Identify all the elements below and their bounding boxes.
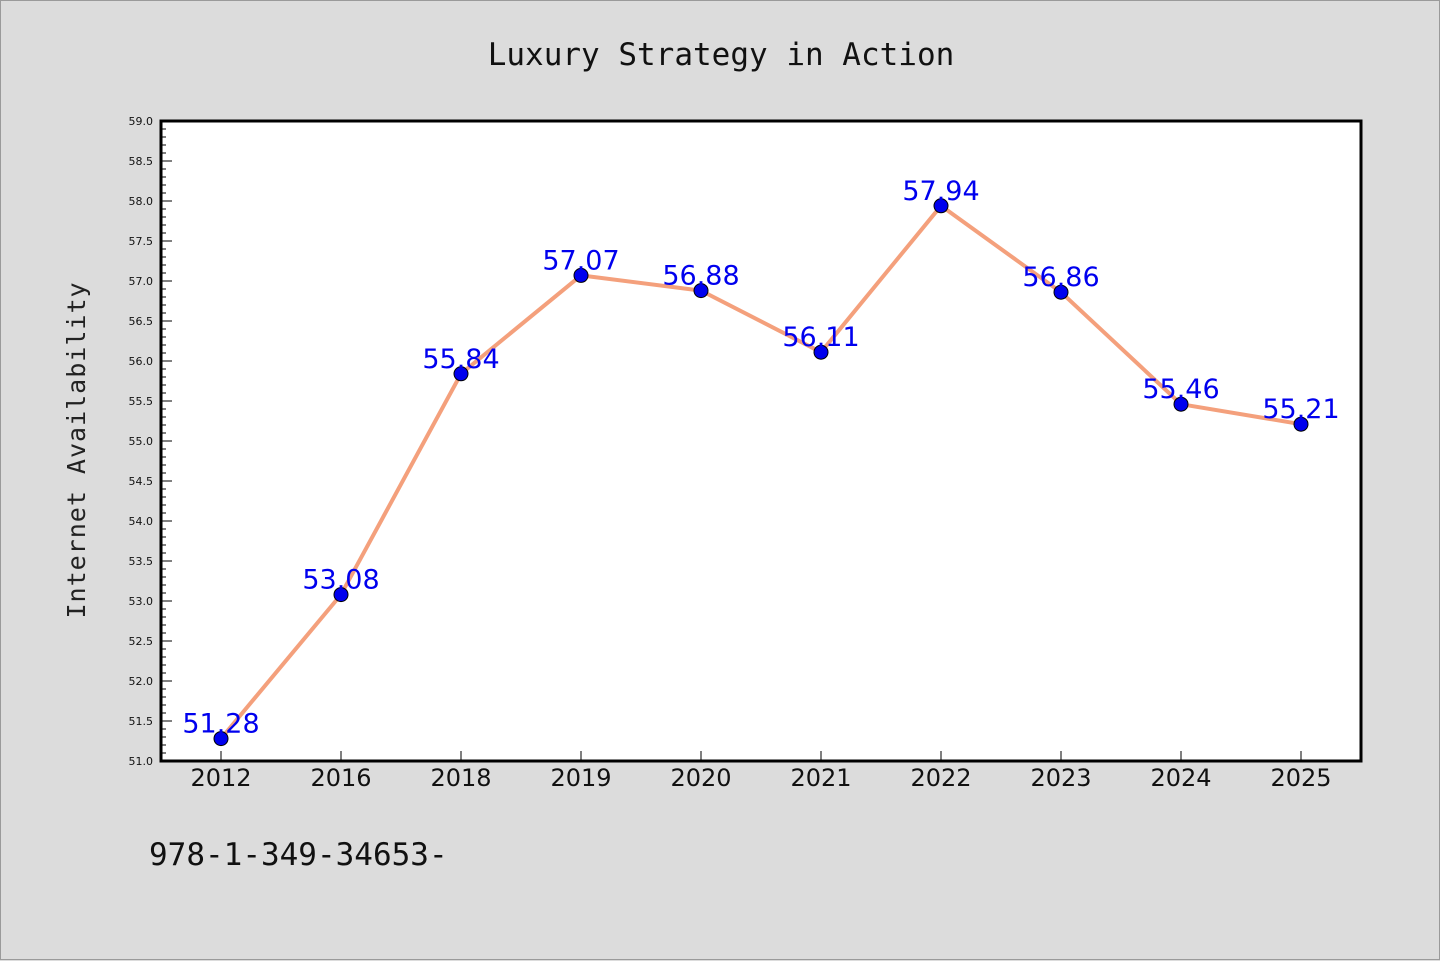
- y-tick-label: 58.5: [129, 155, 154, 168]
- data-label: 56.88: [662, 261, 739, 292]
- y-tick-label: 52.5: [129, 635, 154, 648]
- y-tick-label: 51.5: [129, 715, 154, 728]
- x-tick-label: 2019: [550, 764, 611, 792]
- y-tick-label: 54.5: [129, 475, 154, 488]
- y-tick-label: 51.0: [129, 755, 154, 768]
- series-line: [219, 203, 1303, 741]
- y-tick-label: 52.0: [129, 675, 154, 688]
- data-label: 53.08: [302, 565, 379, 596]
- data-label: 56.11: [782, 322, 859, 353]
- data-point: [813, 344, 829, 360]
- y-tick-label: 56.5: [129, 315, 154, 328]
- data-point: [213, 731, 229, 747]
- data-point: [333, 587, 349, 603]
- data-point: [1293, 416, 1309, 432]
- y-tick-label: 54.0: [129, 515, 154, 528]
- y-tick-label: 55.0: [129, 435, 154, 448]
- data-point: [1053, 284, 1069, 300]
- data-label: 57.94: [902, 176, 979, 207]
- data-point: [933, 198, 949, 214]
- data-point: [1173, 396, 1189, 412]
- series-layer: 51.28 53.08 55.84 57.07 56.88 56.11 57.94 56.86…: [182, 176, 1340, 747]
- data-label: 51.28: [182, 709, 259, 740]
- data-point: [573, 267, 589, 283]
- x-tick-label: 2016: [310, 764, 371, 792]
- data-label: 55.46: [1142, 374, 1219, 405]
- x-tick-label: 2025: [1270, 764, 1331, 792]
- data-label: 56.86: [1022, 262, 1099, 293]
- y-tick-label: 59.0: [129, 115, 154, 128]
- y-tick-label: 56.0: [129, 355, 154, 368]
- y-tick-label: 57.0: [129, 275, 154, 288]
- x-tick-label: 2021: [790, 764, 851, 792]
- y-axis: 51.0 51.5 52.0 52.5 53.0 53.5 54.0 54.5 55.0 55.5…: [129, 115, 172, 768]
- chart-title: Luxury Strategy in Action: [488, 37, 955, 73]
- x-tick-label: 2020: [670, 764, 731, 792]
- y-tick-label: 58.0: [129, 195, 154, 208]
- footer-code: 978-1-349-34653-: [149, 837, 448, 873]
- x-tick-label: 2018: [430, 764, 491, 792]
- y-tick-label: 55.5: [129, 395, 154, 408]
- data-point: [693, 283, 709, 299]
- data-label: 55.84: [422, 344, 499, 375]
- y-tick-label: 57.5: [129, 235, 154, 248]
- data-label: 57.07: [542, 245, 619, 276]
- x-axis: 2012 2016 2018 2019 2020 2021 2022 2023 2024 2025: [190, 751, 1332, 792]
- data-point: [453, 366, 469, 382]
- x-tick-label: 2012: [190, 764, 251, 792]
- data-label: 55.21: [1262, 394, 1339, 425]
- plot-area: [159, 119, 1363, 763]
- y-axis-label: Internet Availability: [62, 281, 91, 618]
- x-tick-label: 2022: [910, 764, 971, 792]
- y-tick-label: 53.0: [129, 595, 154, 608]
- y-tick-label: 53.5: [129, 555, 154, 568]
- x-tick-label: 2023: [1030, 764, 1091, 792]
- x-tick-label: 2024: [1150, 764, 1211, 792]
